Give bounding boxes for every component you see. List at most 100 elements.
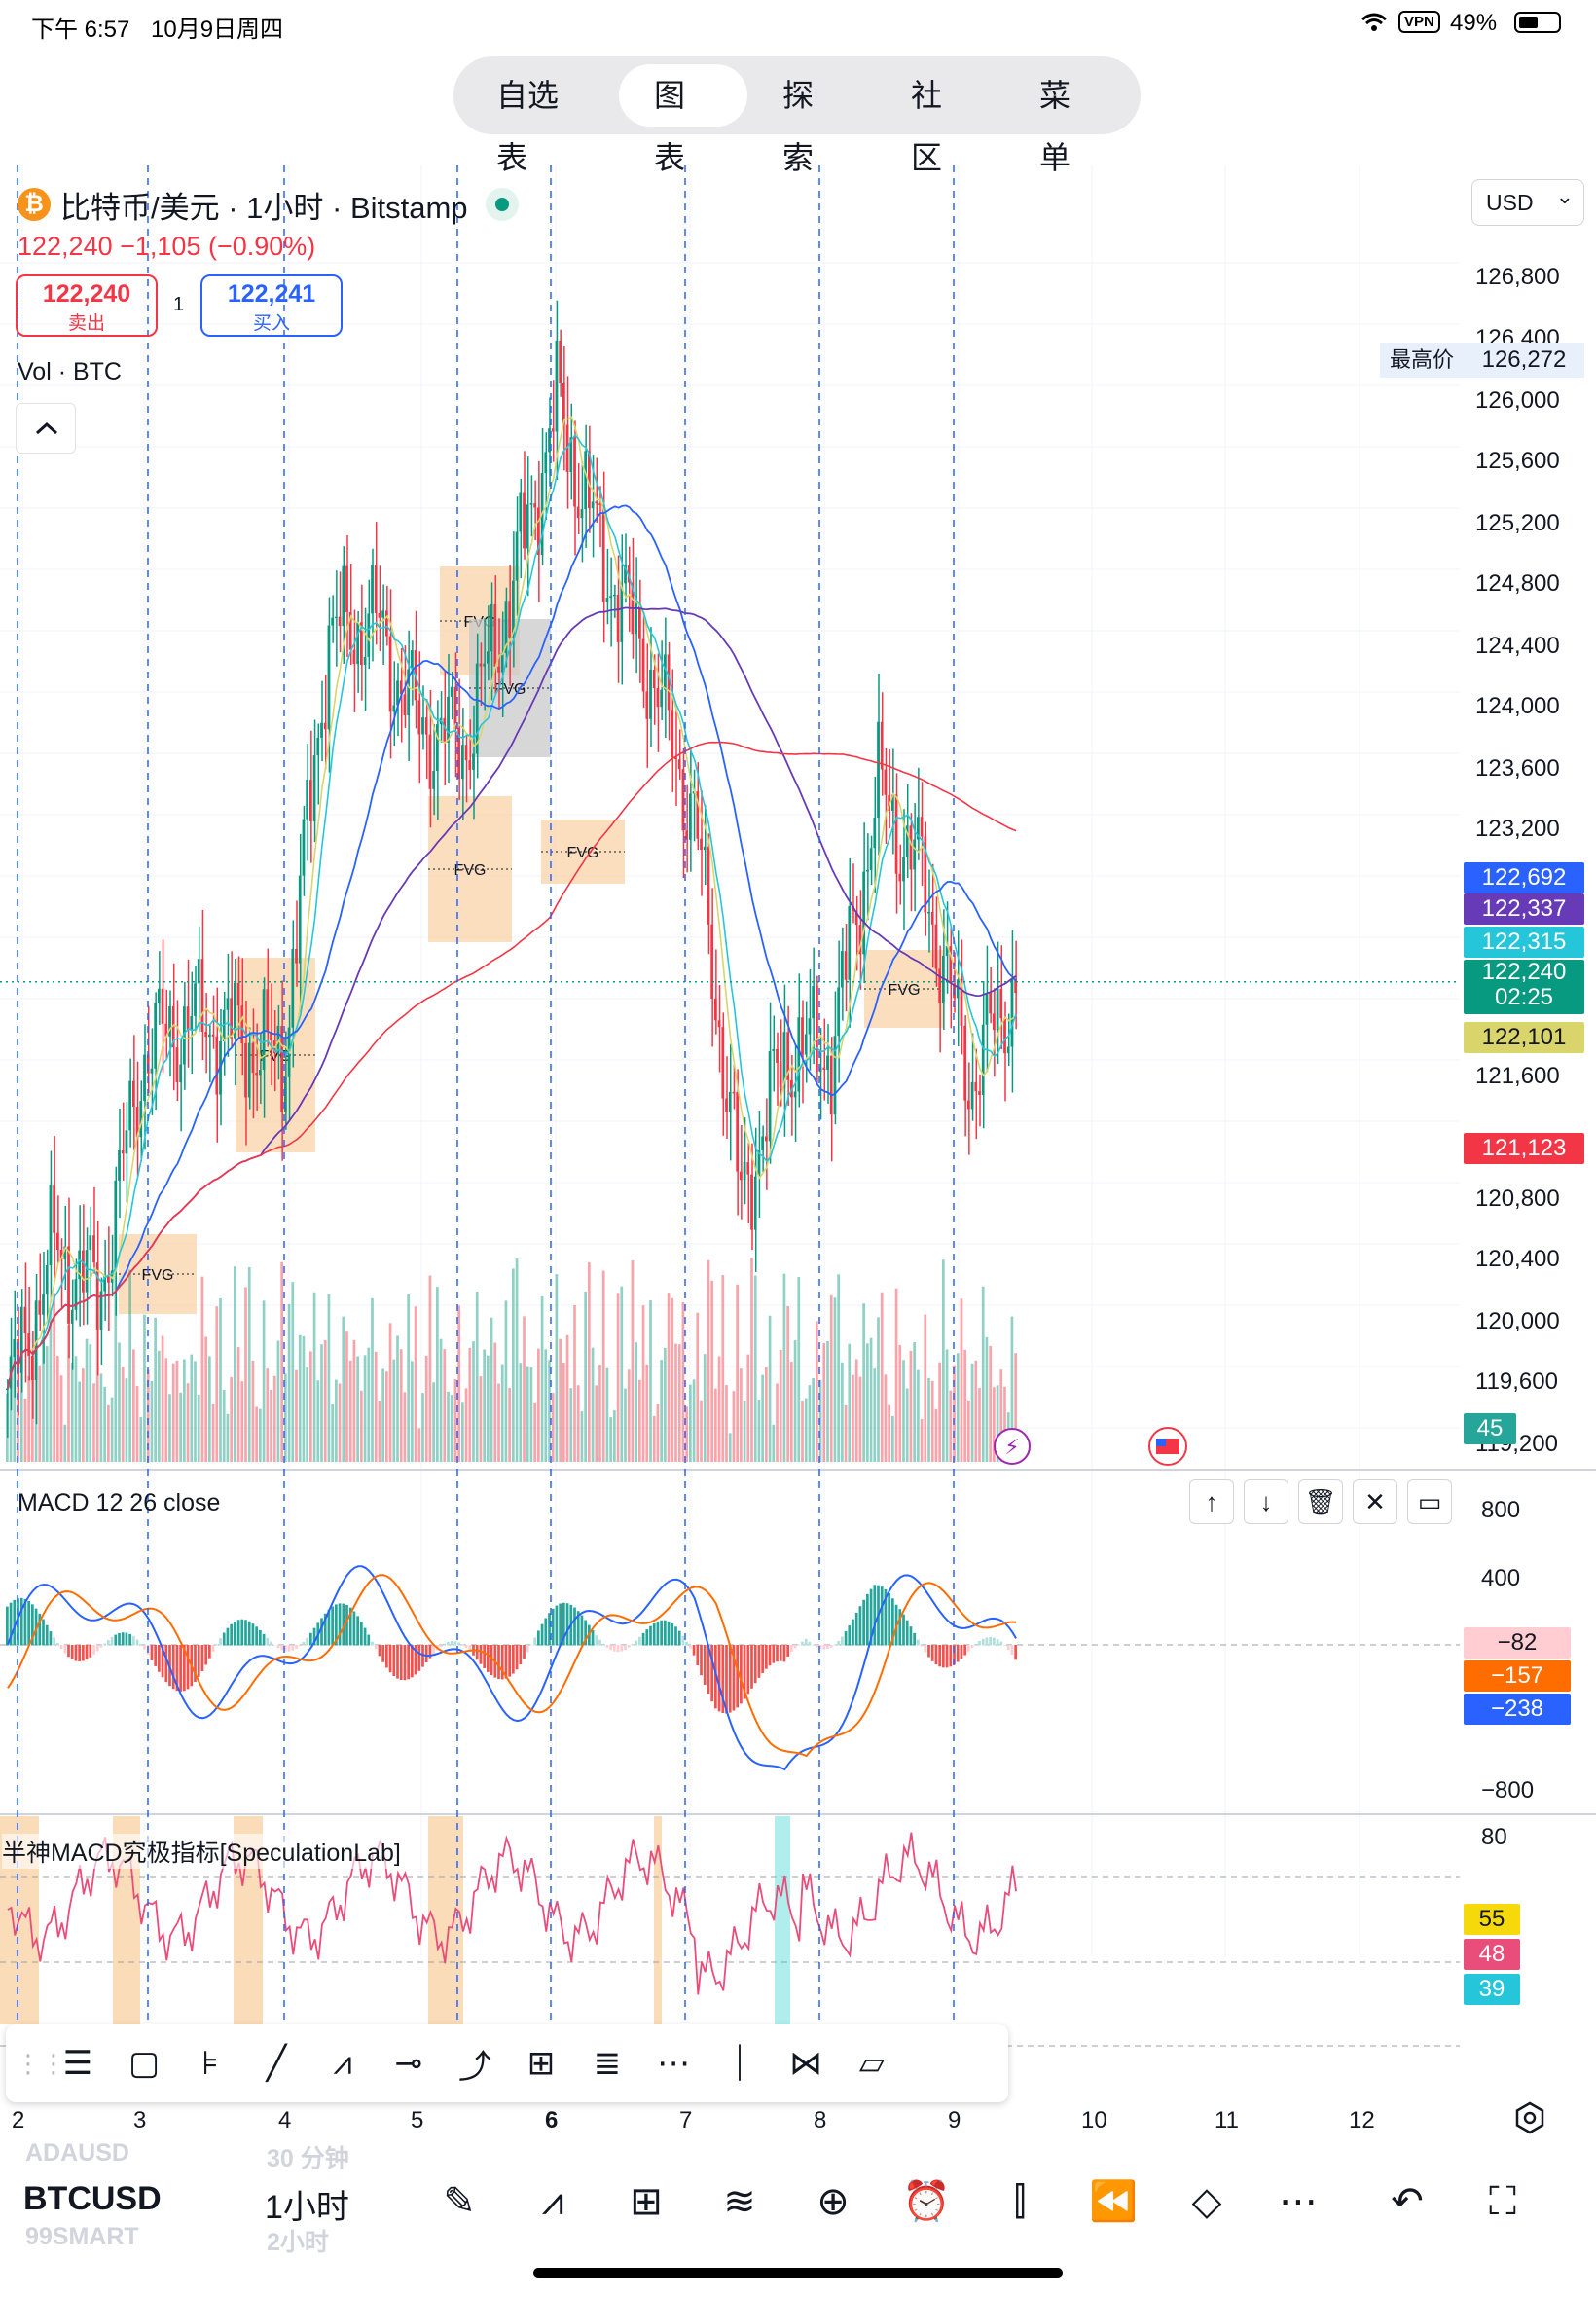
macd-histogram-bar (158, 1645, 161, 1672)
horizontal-ray-icon[interactable]: ⊸ (394, 2045, 423, 2082)
maximize-icon[interactable]: ▭ (1407, 1479, 1452, 1524)
rectangle-icon[interactable]: ▢ (127, 2045, 161, 2082)
tab-chart[interactable]: 图表 (619, 64, 747, 175)
drag-handle-icon[interactable]: ⋮⋮ (16, 2048, 66, 2078)
candle-body (620, 583, 624, 642)
volume-bar (107, 1404, 110, 1462)
tab-community[interactable]: 社区 (911, 78, 943, 175)
candle-type-icon[interactable]: ⫿ (1013, 2180, 1027, 2223)
volume-bar (808, 1385, 812, 1462)
pattern-icon[interactable]: ⩘ (333, 2044, 352, 2082)
macd-histogram-bar (812, 1644, 815, 1646)
macd-histogram-bar (526, 1645, 529, 1653)
macd-histogram-bar (808, 1641, 812, 1646)
drawing-toolbar: ⋮⋮ ☰ ▢ ⊧ ╱ ⩘ ⊸ ⤴ ⊞ ≣ ⋯ ⏐ ⋈ ▱ (6, 2024, 1008, 2102)
add-icon[interactable]: ⊕ (816, 2180, 850, 2223)
currency-select[interactable]: USD (1471, 179, 1584, 226)
macd-histogram-bar (920, 1645, 924, 1647)
replay-icon[interactable]: ⏪ (1089, 2180, 1138, 2223)
macd-histogram-bar (540, 1623, 544, 1646)
macd-histogram-bar (689, 1645, 692, 1649)
settings-gear-icon[interactable] (1512, 2100, 1547, 2135)
timeframe-picker[interactable]: 1小时 (265, 2189, 349, 2226)
vertical-line-icon[interactable]: ⏐ (730, 2044, 749, 2082)
macd-histogram-bar (753, 1645, 757, 1684)
sell-price: 122,240 (42, 280, 131, 308)
volume-bar (909, 1350, 913, 1462)
volume-bar (186, 1383, 190, 1462)
volume-bar (703, 1354, 707, 1462)
move-down-icon[interactable]: ↓ (1244, 1479, 1288, 1524)
measure-icon[interactable]: ⊞ (526, 2045, 556, 2082)
sell-button[interactable]: 122,240 卖出 (16, 274, 158, 337)
macd-histogram-bar (143, 1645, 146, 1650)
volume-bar (464, 1388, 468, 1462)
collapse-legend-button[interactable] (16, 403, 76, 454)
tab-watchlist[interactable]: 自选表 (496, 78, 560, 175)
candle-body (500, 653, 504, 673)
volume-bar (70, 1362, 74, 1462)
macd-histogram-bar (786, 1645, 789, 1657)
trash-icon[interactable]: 🗑 (1298, 1479, 1343, 1524)
volume-bars (6, 1258, 1017, 1462)
channel-icon[interactable]: ≣ (593, 2045, 622, 2082)
volume-bar (338, 1383, 342, 1462)
trendline-icon[interactable]: ╱ (266, 2045, 287, 2082)
volume-bar (276, 1340, 280, 1462)
symbol-picker[interactable]: BTCUSD (23, 2180, 162, 2217)
tab-menu[interactable]: 菜单 (1039, 78, 1071, 175)
fib-icon[interactable]: ⊧ (201, 2045, 219, 2082)
macd-histogram-bar (938, 1645, 941, 1667)
undo-icon[interactable]: ↶ (1391, 2180, 1424, 2223)
indicators-icon[interactable]: ⩘ (541, 2180, 564, 2223)
alert-clock-icon[interactable]: ⏰ (902, 2180, 951, 2223)
macd-histogram-bar (533, 1637, 536, 1646)
volume-bar (797, 1277, 801, 1462)
macd-histogram-bar (804, 1638, 808, 1646)
macd-histogram-bar (746, 1645, 750, 1695)
candle-body (222, 1009, 226, 1041)
parallel-channel-icon[interactable]: ▱ (858, 2045, 886, 2082)
buy-button[interactable]: 122,241 买入 (200, 274, 343, 337)
draw-pen-icon[interactable]: ✎ (443, 2180, 476, 2223)
macd-title[interactable]: MACD 12 26 close (18, 1489, 221, 1516)
compare-icon[interactable]: ≋ (723, 2180, 756, 2223)
volume-bar (392, 1359, 396, 1462)
macd-histogram-bar (667, 1621, 671, 1646)
high-label: 最高价 (1380, 343, 1464, 378)
candle-body (45, 1265, 49, 1295)
candle-body (424, 717, 428, 735)
volume-bar (970, 1363, 974, 1462)
candle-body (363, 657, 367, 665)
chart-canvas[interactable]: FVGFVGFVGFVGFVGFVGFVG ⚡ (0, 165, 1596, 2102)
volume-bar (732, 1391, 736, 1462)
templates-icon[interactable]: ⊞ (630, 2180, 663, 2223)
candle-body (38, 1300, 42, 1315)
range-icon[interactable]: ⋯ (657, 2045, 690, 2082)
volume-bar (295, 1369, 298, 1462)
tab-explore[interactable]: 探索 (782, 78, 815, 175)
oscillator-title[interactable]: 半神MACD究极指标[SpeculationLab] (2, 1834, 401, 1869)
candle-body (707, 846, 710, 925)
macd-histogram-bar (443, 1643, 447, 1646)
more-icon[interactable]: ⋯ (1279, 2180, 1318, 2223)
xabcd-icon[interactable]: ⋈ (789, 2045, 822, 2082)
layers-icon[interactable]: ◇ (1191, 2180, 1222, 2223)
macd-histogram-bar (259, 1629, 262, 1646)
lines-icon[interactable]: ☰ (62, 2045, 93, 2082)
volume-bar (211, 1404, 215, 1462)
symbol-title[interactable]: 比特币/美元 · 1小时 · Bitstamp (60, 190, 468, 225)
macd-histogram-bar (222, 1632, 226, 1646)
macd-histogram-bar (981, 1638, 985, 1646)
path-icon[interactable]: ⤴ (458, 2048, 491, 2086)
volume-bar (42, 1337, 45, 1462)
fullscreen-icon[interactable]: ⛶ (1489, 2180, 1516, 2223)
candle-body (475, 663, 479, 754)
macd-histogram-bar (989, 1637, 992, 1646)
macd-histogram-bar (841, 1636, 844, 1646)
move-up-icon[interactable]: ↑ (1189, 1479, 1234, 1524)
collapse-icon[interactable]: ✕ (1353, 1479, 1397, 1524)
macd-histogram-bar (551, 1608, 555, 1646)
fvg-zones: FVGFVGFVGFVGFVGFVGFVG (119, 566, 944, 1314)
symbol-header[interactable]: ₿ 比特币/美元 · 1小时 · Bitstamp (18, 185, 519, 225)
